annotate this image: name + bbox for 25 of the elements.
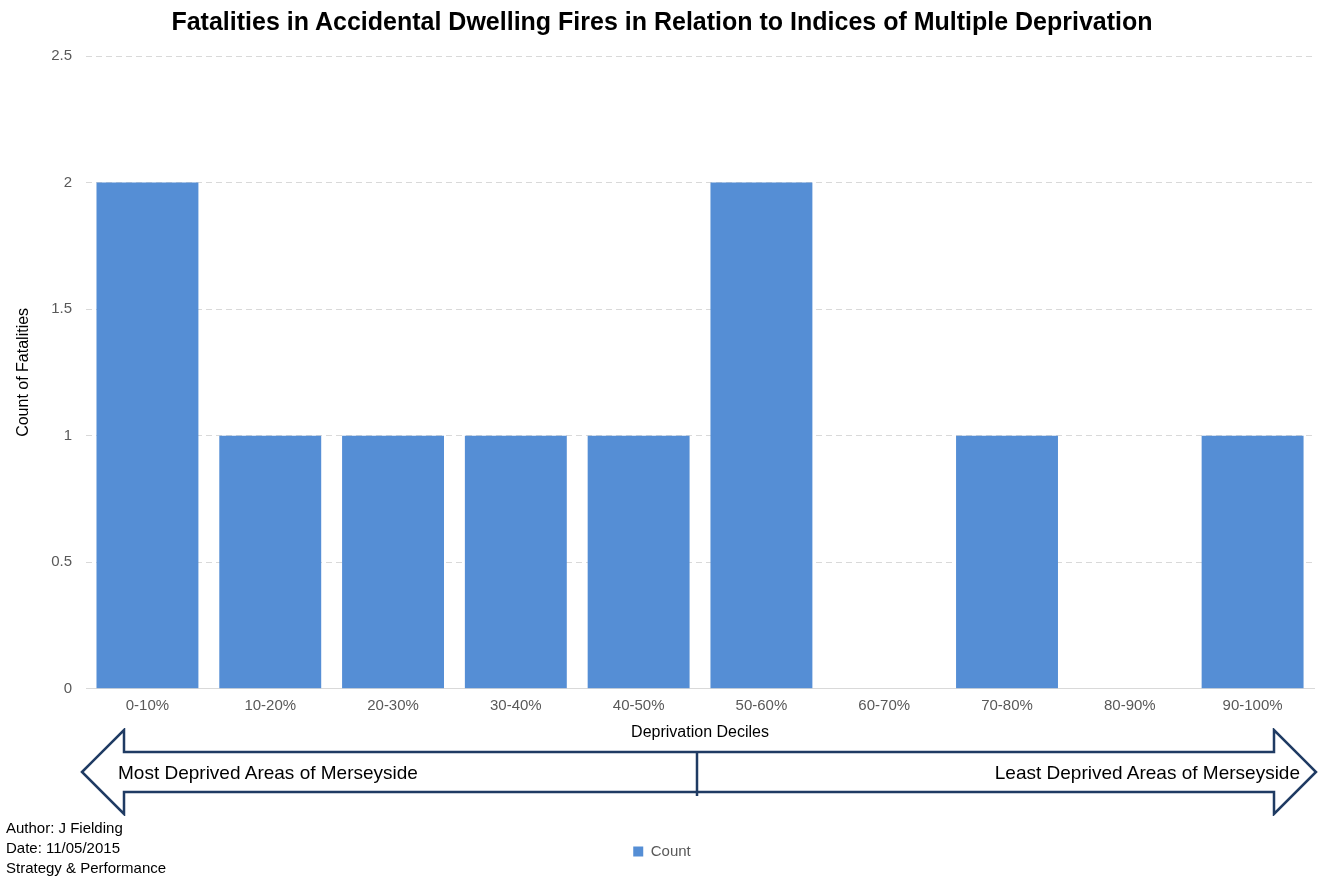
x-tick-label: 70-80% — [981, 695, 1033, 713]
y-tick-label: 1.5 — [51, 299, 73, 317]
text: Least Deprived Areas of Merseyside — [994, 762, 1300, 784]
x-tick-label: 60-70% — [858, 695, 911, 713]
x-tick-label: 20-30% — [367, 695, 419, 713]
x-tick-label: 90-100% — [1222, 695, 1283, 713]
x-tick-label: 50-60% — [735, 695, 788, 713]
y-tick-label: 1 — [63, 425, 73, 443]
x-tick-label: 0-10% — [125, 695, 170, 713]
y-tick-label: 0.5 — [51, 552, 73, 570]
x-tick-label: 10-20% — [244, 695, 297, 713]
x-tick-label: 80-90% — [1103, 695, 1156, 713]
legend-label: Count — [650, 841, 692, 859]
text: Author: J Fielding — [6, 818, 124, 838]
y-axis-title: Count of Fatalities — [14, 307, 32, 437]
chart-title: Fatalities in Accidental Dwelling Fires in Relation to Indices of Multiple Deprivation — [171, 6, 1153, 35]
y-tick-label: 2.5 — [51, 46, 73, 64]
x-axis-title: Deprivation Deciles — [631, 722, 769, 740]
x-tick-label: 40-50% — [612, 695, 665, 713]
text: Strategy & Performance — [6, 858, 167, 877]
y-tick-label: 0 — [63, 678, 73, 696]
text: Most Deprived Areas of Merseyside — [118, 762, 418, 784]
y-tick-label: 2 — [63, 172, 73, 190]
x-tick-label: 30-40% — [489, 695, 542, 713]
text: Date: 11/05/2015 — [6, 838, 121, 858]
